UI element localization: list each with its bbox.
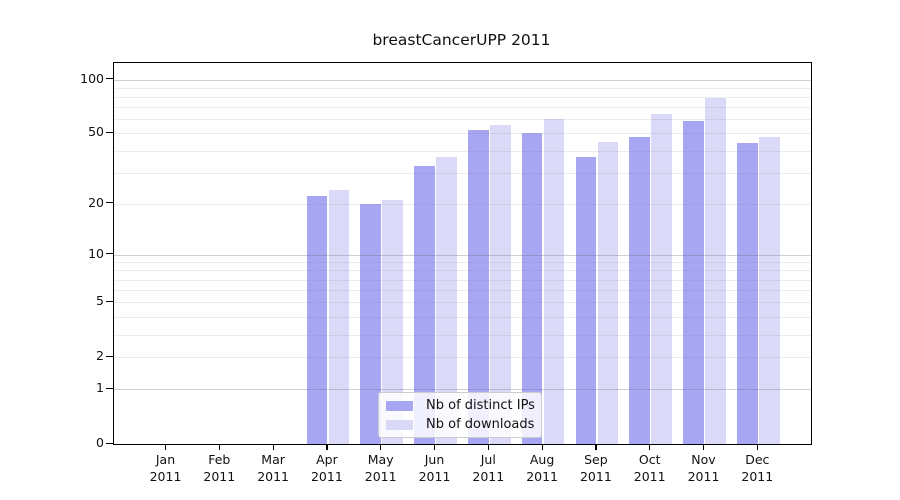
gridline-minor-4 bbox=[114, 316, 811, 318]
bar-downloads-jun bbox=[436, 156, 457, 444]
x-tick-label-jun: Jun 2011 bbox=[418, 452, 451, 484]
gridline-minor-6 bbox=[114, 290, 811, 292]
gridline-minor-70 bbox=[114, 107, 811, 109]
legend-item-downloads: Nb of downloads bbox=[379, 417, 541, 432]
gridline-major-1 bbox=[114, 389, 811, 391]
x-tick-mark-jun bbox=[434, 444, 436, 450]
legend-swatch-distinct-ips bbox=[386, 400, 413, 411]
x-tick-mark-dec bbox=[756, 444, 758, 450]
y-tick-label-0: 0 bbox=[96, 435, 104, 450]
legend-swatch-downloads bbox=[386, 419, 413, 430]
x-tick-mark-apr bbox=[326, 444, 328, 450]
gridline-major-10 bbox=[114, 254, 811, 256]
y-tick-label-10: 10 bbox=[88, 245, 104, 261]
x-tick-label-jul: Jul 2011 bbox=[472, 452, 505, 484]
gridline-minor-8 bbox=[114, 270, 811, 272]
y-tick-mark-10 bbox=[106, 253, 113, 255]
legend-item-distinct-ips: Nb of distinct IPs bbox=[379, 398, 541, 413]
y-tick-mark-50 bbox=[106, 131, 113, 134]
x-tick-mark-may bbox=[380, 444, 382, 450]
x-tick-label-may: May 2011 bbox=[364, 452, 397, 484]
legend-label-downloads: Nb of downloads bbox=[426, 417, 535, 432]
y-tick-mark-1 bbox=[106, 387, 113, 389]
bar-distinct-ips-jun bbox=[414, 165, 435, 444]
x-tick-label-aug: Aug 2011 bbox=[526, 452, 558, 484]
x-tick-label-dec: Dec 2011 bbox=[741, 452, 774, 484]
x-tick-mark-jan bbox=[165, 444, 167, 450]
y-tick-label-20: 20 bbox=[88, 194, 104, 210]
bar-downloads-jul bbox=[490, 124, 511, 444]
y-tick-label-5: 5 bbox=[96, 293, 104, 309]
bar-downloads-apr bbox=[328, 189, 350, 444]
bar-downloads-nov bbox=[705, 97, 726, 444]
chart-title: breastCancerUPP 2011 bbox=[372, 31, 551, 49]
gridline-minor-40 bbox=[114, 150, 811, 152]
bar-distinct-ips-jul bbox=[468, 130, 489, 444]
bar-downloads-dec bbox=[759, 136, 780, 444]
x-tick-mark-sep bbox=[595, 444, 597, 450]
bar-distinct-ips-may bbox=[360, 203, 381, 444]
bar-distinct-ips-apr bbox=[306, 196, 328, 444]
x-tick-label-jan: Jan 2011 bbox=[149, 452, 182, 484]
x-tick-label-nov: Nov 2011 bbox=[687, 452, 720, 484]
legend-label-distinct-ips: Nb of distinct IPs bbox=[426, 398, 535, 413]
y-tick-mark-20 bbox=[106, 202, 113, 204]
bar-distinct-ips-nov bbox=[683, 120, 704, 444]
x-tick-label-oct: Oct 2011 bbox=[633, 452, 666, 484]
bar-distinct-ips-dec bbox=[737, 143, 758, 444]
bar-downloads-aug bbox=[543, 119, 565, 444]
gridline-minor-60 bbox=[114, 119, 811, 121]
x-tick-label-mar: Mar 2011 bbox=[257, 452, 289, 484]
bar-downloads-oct bbox=[651, 114, 672, 444]
x-tick-label-sep: Sep 2011 bbox=[579, 452, 612, 484]
x-tick-mark-oct bbox=[649, 444, 651, 450]
y-tick-mark-0 bbox=[106, 442, 113, 444]
gridline-minor-5 bbox=[114, 302, 811, 304]
bar-downloads-sep bbox=[597, 141, 619, 444]
gridline-minor-9 bbox=[114, 262, 811, 264]
legend: Nb of distinct IPs Nb of downloads bbox=[378, 392, 542, 438]
y-tick-label-100: 100 bbox=[80, 70, 104, 86]
bar-distinct-ips-aug bbox=[521, 133, 543, 444]
y-tick-mark-100 bbox=[106, 78, 113, 80]
gridline-minor-50 bbox=[114, 133, 811, 135]
x-tick-mark-feb bbox=[218, 444, 220, 450]
x-tick-mark-jul bbox=[487, 444, 489, 450]
x-tick-label-feb: Feb 2011 bbox=[203, 452, 236, 484]
gridline-minor-80 bbox=[114, 96, 811, 98]
x-tick-mark-mar bbox=[272, 444, 274, 450]
gridline-minor-7 bbox=[114, 279, 811, 281]
bar-distinct-ips-sep bbox=[575, 156, 597, 444]
y-tick-label-50: 50 bbox=[88, 124, 104, 140]
y-tick-mark-5 bbox=[106, 300, 113, 303]
x-tick-label-apr: Apr 2011 bbox=[310, 452, 343, 484]
y-tick-mark-2 bbox=[106, 355, 113, 357]
bar-distinct-ips-oct bbox=[629, 136, 650, 444]
gridline-major-100 bbox=[114, 79, 811, 81]
x-tick-mark-nov bbox=[703, 444, 705, 450]
y-tick-label-2: 2 bbox=[96, 348, 104, 364]
y-tick-label-1: 1 bbox=[96, 380, 104, 396]
gridline-minor-20 bbox=[114, 203, 811, 205]
plot-area: Nb of distinct IPs Nb of downloads bbox=[113, 62, 812, 445]
gridline-minor-2 bbox=[114, 357, 811, 359]
gridline-minor-30 bbox=[114, 172, 811, 174]
x-tick-mark-aug bbox=[541, 444, 543, 450]
gridline-minor-90 bbox=[114, 87, 811, 89]
gridline-minor-3 bbox=[114, 334, 811, 336]
bar-downloads-may bbox=[382, 199, 403, 444]
